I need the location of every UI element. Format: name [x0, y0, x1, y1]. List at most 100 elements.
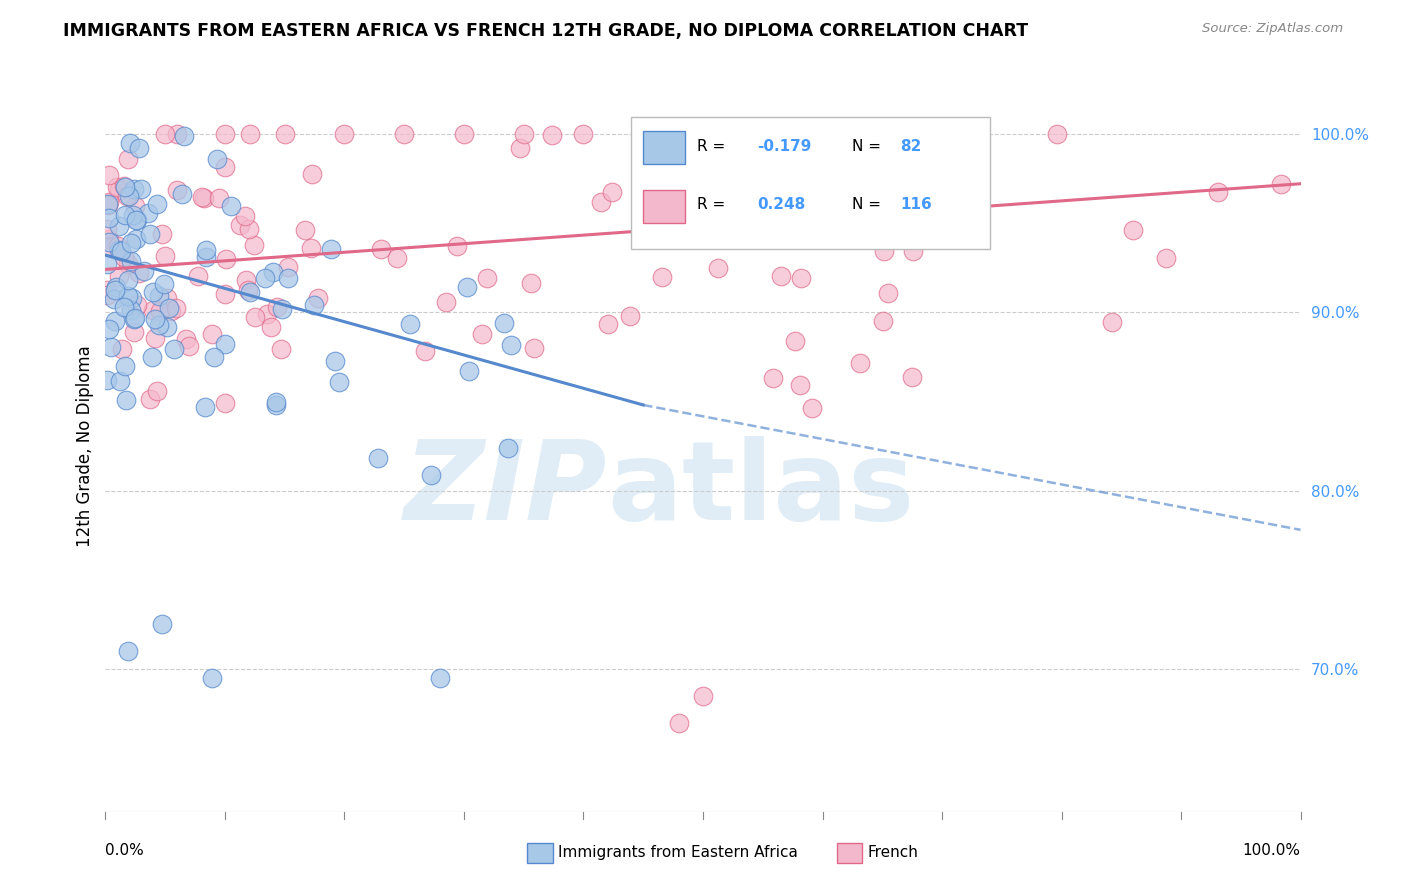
- Point: [104, 314, 127, 328]
- Point: [801, 401, 824, 415]
- Point: [201, 326, 224, 341]
- Point: [834, 166, 856, 180]
- Point: [208, 190, 231, 204]
- Text: French: French: [868, 846, 918, 860]
- Point: [591, 195, 613, 210]
- Point: [191, 190, 214, 204]
- Point: [619, 309, 641, 323]
- Point: [125, 232, 148, 246]
- Point: [333, 127, 356, 141]
- Text: 0.248: 0.248: [756, 197, 806, 212]
- Point: [214, 160, 236, 174]
- Point: [214, 396, 236, 410]
- Point: [139, 392, 162, 406]
- Point: [598, 317, 620, 331]
- Point: [143, 331, 166, 345]
- Point: [157, 301, 180, 315]
- Point: [413, 344, 436, 359]
- Point: [214, 286, 236, 301]
- Point: [166, 183, 188, 197]
- Point: [789, 271, 811, 285]
- Point: [321, 242, 343, 256]
- Point: [108, 183, 131, 197]
- Text: 82: 82: [900, 138, 921, 153]
- Point: [235, 273, 257, 287]
- Point: [260, 320, 283, 334]
- Point: [98, 168, 121, 182]
- Point: [243, 238, 266, 252]
- Point: [877, 286, 900, 301]
- Point: [128, 141, 150, 155]
- Point: [256, 307, 278, 321]
- Point: [120, 303, 142, 318]
- Point: [117, 257, 139, 271]
- Point: [201, 671, 224, 685]
- Point: [228, 219, 250, 233]
- Point: [207, 152, 229, 166]
- Point: [112, 250, 135, 264]
- Point: [124, 310, 146, 325]
- Point: [692, 127, 714, 141]
- Point: [125, 213, 148, 227]
- Point: [120, 253, 142, 268]
- Point: [153, 127, 177, 141]
- Point: [901, 370, 924, 384]
- Point: [145, 384, 167, 398]
- Point: [901, 244, 924, 259]
- Point: [114, 392, 136, 407]
- Point: [156, 319, 179, 334]
- Point: [105, 179, 128, 194]
- Point: [96, 373, 118, 387]
- Point: [572, 127, 595, 141]
- Point: [121, 291, 143, 305]
- Text: N =: N =: [852, 197, 886, 212]
- Point: [277, 271, 299, 285]
- Point: [301, 167, 323, 181]
- Point: [762, 371, 785, 385]
- Point: [166, 127, 188, 141]
- Point: [856, 162, 879, 177]
- Point: [540, 128, 562, 142]
- Point: [860, 229, 883, 244]
- FancyBboxPatch shape: [644, 131, 685, 164]
- Point: [707, 261, 730, 276]
- Point: [97, 232, 120, 246]
- Point: [301, 241, 323, 255]
- Text: atlas: atlas: [607, 436, 915, 543]
- Point: [477, 271, 499, 285]
- Point: [238, 285, 260, 300]
- Point: [108, 268, 131, 283]
- FancyBboxPatch shape: [631, 117, 990, 249]
- Point: [274, 127, 297, 141]
- Point: [193, 191, 215, 205]
- Point: [367, 450, 389, 465]
- Point: [215, 252, 238, 266]
- Text: N =: N =: [852, 138, 886, 153]
- Text: Immigrants from Eastern Africa: Immigrants from Eastern Africa: [558, 846, 799, 860]
- Point: [115, 189, 138, 203]
- Text: Source: ZipAtlas.com: Source: ZipAtlas.com: [1202, 22, 1343, 36]
- Point: [509, 140, 531, 154]
- Text: R =: R =: [697, 138, 730, 153]
- Point: [692, 689, 714, 703]
- Point: [112, 300, 135, 314]
- Text: IMMIGRANTS FROM EASTERN AFRICA VS FRENCH 12TH GRADE, NO DIPLOMA CORRELATION CHAR: IMMIGRANTS FROM EASTERN AFRICA VS FRENCH…: [63, 22, 1028, 40]
- Point: [270, 301, 292, 316]
- Point: [266, 300, 288, 314]
- Point: [783, 334, 806, 348]
- Point: [519, 276, 541, 290]
- Point: [162, 343, 184, 357]
- Point: [124, 311, 146, 326]
- Point: [501, 338, 523, 352]
- Point: [270, 342, 292, 356]
- Point: [150, 617, 173, 632]
- Point: [193, 401, 215, 415]
- Point: [523, 341, 546, 355]
- Point: [668, 715, 690, 730]
- Point: [848, 356, 870, 370]
- Point: [104, 283, 127, 297]
- Point: [202, 351, 225, 365]
- Point: [1206, 185, 1229, 199]
- Point: [117, 152, 139, 166]
- Point: [139, 227, 162, 241]
